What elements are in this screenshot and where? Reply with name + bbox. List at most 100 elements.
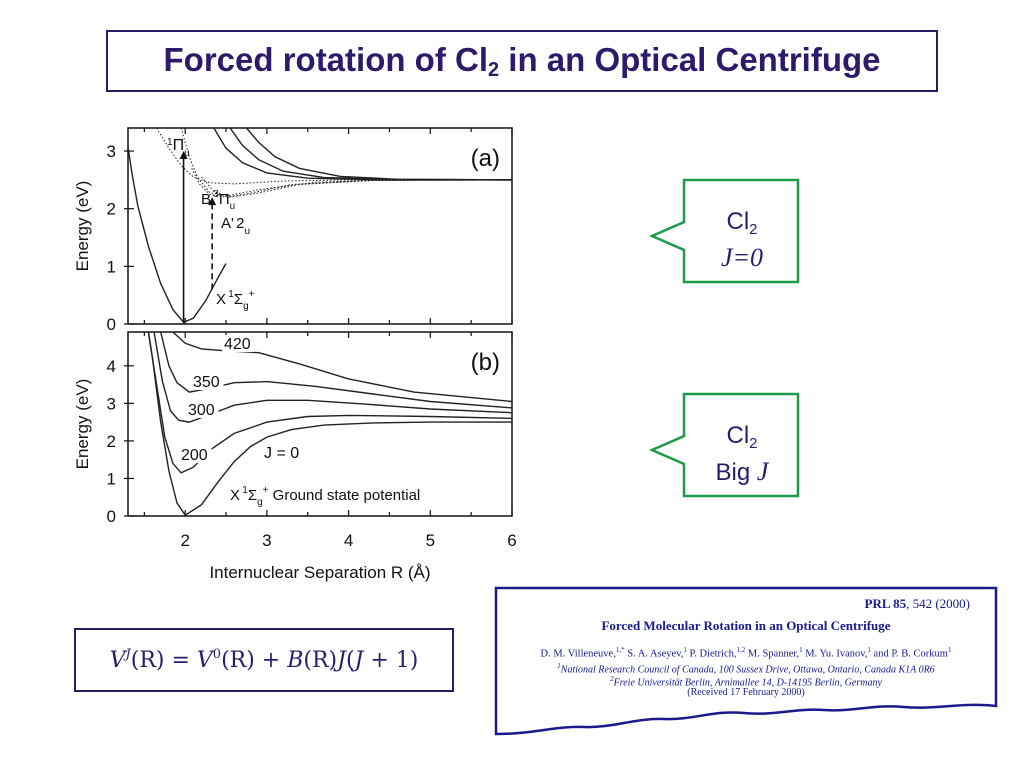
panel-a-ytick-label: 1 xyxy=(107,257,116,276)
label-x-state: X 1Σg+ xyxy=(216,289,255,312)
author-sup: 1,* xyxy=(615,646,625,654)
panel-a-frame xyxy=(127,127,513,325)
author-name: D. M. Villeneuve, xyxy=(540,648,616,660)
panel-b-ytick-label: 4 xyxy=(107,357,116,376)
panel-a-series-0 xyxy=(128,142,227,324)
panel-a-series-6 xyxy=(191,168,512,198)
panel-b-series-4 xyxy=(172,332,512,403)
callout-big-j-letter: J xyxy=(756,457,769,486)
panel-a: 0 1 2 3 Energy (eV) (a) 1Πu B 3Πu A' 2u X 1Σg+ xyxy=(73,127,513,334)
callout-species-1: Cl xyxy=(726,208,750,235)
panel-b-series-3 xyxy=(160,332,512,409)
panel-a-ylabel: Energy (eV) xyxy=(73,181,92,272)
panel-a-series-5 xyxy=(180,128,512,197)
series-label-bg xyxy=(179,446,212,463)
title-subscript: 2 xyxy=(488,58,500,81)
paper-citation: PRL 85, 542 (2000) xyxy=(865,596,970,612)
callout-arrow-shape-2 xyxy=(648,392,800,498)
callout-big-j: Cl2 Big J xyxy=(648,392,800,498)
panel-b-label: (b) xyxy=(471,349,500,376)
author-sup: 1 xyxy=(867,646,871,654)
affil-text: Freie Universität Berlin, Arnimallee 14,… xyxy=(613,677,882,689)
panel-a-series-7 xyxy=(201,176,512,198)
panel-b-ylabel: Energy (eV) xyxy=(73,379,92,470)
panel-a-series-4 xyxy=(156,128,512,185)
series-label: 200 xyxy=(181,447,208,464)
panel-b-ytick-label: 1 xyxy=(107,469,116,488)
panel-b-series-2 xyxy=(153,332,512,423)
author-sup: 1 xyxy=(683,646,687,654)
eq-j-sup: J xyxy=(125,647,131,662)
series-label: 300 xyxy=(188,402,215,419)
series-label: J = 0 xyxy=(264,445,299,462)
author-name: M. Yu. Ivanov, xyxy=(805,648,868,660)
callout-label-2: Cl2 Big J xyxy=(648,422,800,487)
eq-j3: J xyxy=(354,648,364,673)
panel-b-xlabel: Internuclear Separation R (Å) xyxy=(209,563,430,582)
eq-b: B xyxy=(287,648,304,673)
panel-a-ytick-label: 0 xyxy=(107,315,116,334)
eq-mid: (R) xyxy=(303,648,338,673)
arrowhead xyxy=(179,151,188,160)
paper-authors: D. M. Villeneuve,1,* S. A. Aseyev,1 P. D… xyxy=(494,646,998,660)
author-name: S. A. Aseyev, xyxy=(627,648,684,660)
series-label-bg xyxy=(191,373,224,390)
panel-b-curves xyxy=(147,332,512,516)
title-main: Forced rotation of Cl xyxy=(163,40,489,78)
paper-affiliation-2: 2Freie Universität Berlin, Arnimallee 14… xyxy=(494,675,998,688)
author-sup: 1 xyxy=(947,646,952,654)
author-name: P. Dietrich, xyxy=(689,648,737,660)
author-sup: 1 xyxy=(799,646,803,654)
author-sup: 1,2 xyxy=(736,646,746,654)
series-label: 420 xyxy=(224,336,251,353)
paper-excerpt: PRL 85, 542 (2000) Forced Molecular Rota… xyxy=(494,586,998,738)
eq-rhs: (R) + xyxy=(221,648,288,673)
paper-affiliation-1: 1National Research Council of Canada, 10… xyxy=(494,662,998,675)
panel-b-xtick-label: 3 xyxy=(262,531,271,550)
label-a-state: A' 2u xyxy=(221,215,250,237)
equation: VJ(R) = V0(R) + B(R)J(J + 1) xyxy=(110,647,419,673)
title-box: Forced rotation of Cl2 in an Optical Cen… xyxy=(106,30,938,92)
panel-b-series-0 xyxy=(147,332,512,516)
callout-sub-2: 2 xyxy=(749,435,758,452)
panel-a-curves xyxy=(128,128,512,324)
author-name: and P. B. Corkum xyxy=(873,648,948,660)
eq-v: V xyxy=(109,648,126,673)
callout-j-value: J=0 xyxy=(720,243,764,272)
panel-a-series-3 xyxy=(245,128,512,181)
callout-species-2: Cl xyxy=(726,422,750,449)
series-label-bg xyxy=(222,335,255,352)
affil-sup: 1 xyxy=(557,662,561,670)
slide-title: Forced rotation of Cl2 in an Optical Cen… xyxy=(164,41,881,82)
panel-a-ytick-label: 3 xyxy=(107,142,116,161)
panel-b-xtick-label: 6 xyxy=(507,531,516,550)
affil-sup: 2 xyxy=(610,675,614,683)
panel-b-xtick-label: 4 xyxy=(344,531,353,550)
label-b-state: B 3Πu xyxy=(201,189,235,212)
panel-b-xtick-label: 2 xyxy=(180,531,189,550)
eq-tail: ( xyxy=(345,648,355,673)
panel-a-series-1 xyxy=(213,128,512,181)
panel-b: 0 1 2 3 4 Energy (eV) (b) 2 3 4 5 6 Internuclear Sep… xyxy=(73,331,517,582)
series-label: 350 xyxy=(193,374,220,391)
ground-state-annotation: X 1Σg+ Ground state potential xyxy=(230,485,420,508)
eq-v0: V xyxy=(196,648,213,673)
eq-lhs: (R) = xyxy=(130,648,197,673)
label-pi-u: 1Πu xyxy=(167,137,190,159)
panel-b-xtick-label: 5 xyxy=(426,531,435,550)
eq-end: + 1) xyxy=(363,648,419,673)
panel-b-ytick-label: 3 xyxy=(107,394,116,413)
callout-j0: Cl2 J=0 xyxy=(648,178,800,284)
equation-box: VJ(R) = V0(R) + B(R)J(J + 1) xyxy=(74,628,454,692)
eq-j2: J xyxy=(337,648,346,673)
panel-b-ytick-label: 2 xyxy=(107,432,116,451)
callout-big-prefix: Big xyxy=(715,459,757,486)
paper-received: (Received 17 February 2000) xyxy=(687,687,805,698)
paper-torn-border xyxy=(494,586,998,736)
panel-b-ytick-label: 0 xyxy=(107,507,116,526)
arrowhead xyxy=(208,197,217,206)
title-rest: in an Optical Centrifuge xyxy=(499,40,881,78)
callout-arrow-shape-1 xyxy=(648,178,800,284)
panel-a-label: (a) xyxy=(471,145,500,172)
